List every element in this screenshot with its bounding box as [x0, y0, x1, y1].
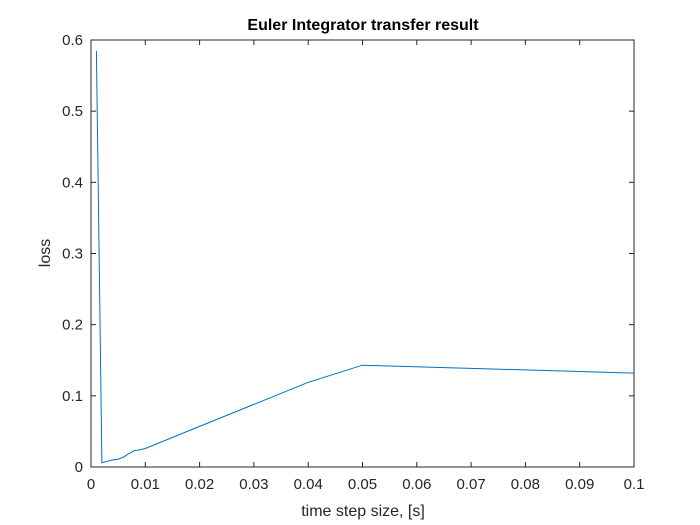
plot-area: 0 0.01 0.02 0.03 0.04 0.05 0.06 0.07 0.08 0.09 0.1…	[62, 32, 644, 493]
y-axis-label: loss	[37, 239, 54, 267]
x-axis-label: time step size, [s]	[301, 503, 425, 520]
y-tick-label: 0.4	[62, 174, 83, 191]
y-tick-label: 0.5	[62, 103, 83, 120]
y-tick-label: 0.2	[62, 317, 83, 334]
x-tick-label: 0.04	[294, 476, 323, 493]
x-tick-label: 0.03	[239, 476, 268, 493]
x-tick-label: 0.05	[348, 476, 377, 493]
y-tick-label: 0.6	[62, 32, 83, 49]
y-tick-label: 0.1	[62, 388, 83, 405]
ticks: 0 0.01 0.02 0.03 0.04 0.05 0.06 0.07 0.08 0.09 0.1…	[62, 32, 644, 493]
y-tick-label: 0.3	[62, 246, 83, 263]
y-tick-label: 0	[75, 459, 83, 476]
x-tick-label: 0.1	[624, 476, 645, 493]
x-tick-label: 0.06	[402, 476, 431, 493]
x-tick-label: 0.09	[565, 476, 594, 493]
x-tick-label: 0.01	[131, 476, 160, 493]
series-line	[95, 50, 635, 464]
chart-title: Euler Integrator transfer result	[247, 17, 479, 34]
series-layer	[95, 50, 635, 464]
x-tick-label: 0.08	[511, 476, 540, 493]
x-tick-label: 0	[87, 476, 95, 493]
x-tick-label: 0.02	[185, 476, 214, 493]
axes-box	[90, 39, 635, 468]
x-tick-label: 0.07	[456, 476, 485, 493]
